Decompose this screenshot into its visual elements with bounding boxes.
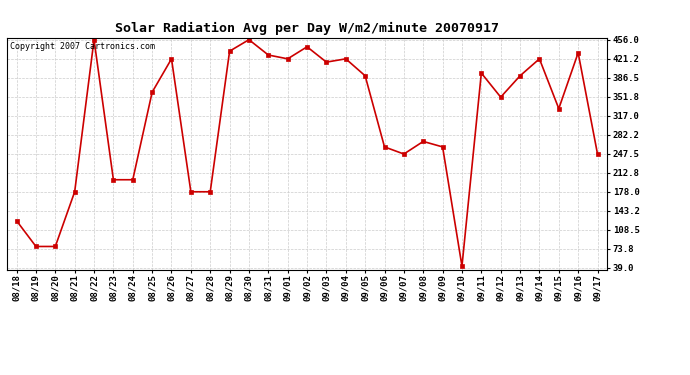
Text: Copyright 2007 Cartronics.com: Copyright 2007 Cartronics.com	[10, 42, 155, 51]
Title: Solar Radiation Avg per Day W/m2/minute 20070917: Solar Radiation Avg per Day W/m2/minute …	[115, 22, 499, 35]
